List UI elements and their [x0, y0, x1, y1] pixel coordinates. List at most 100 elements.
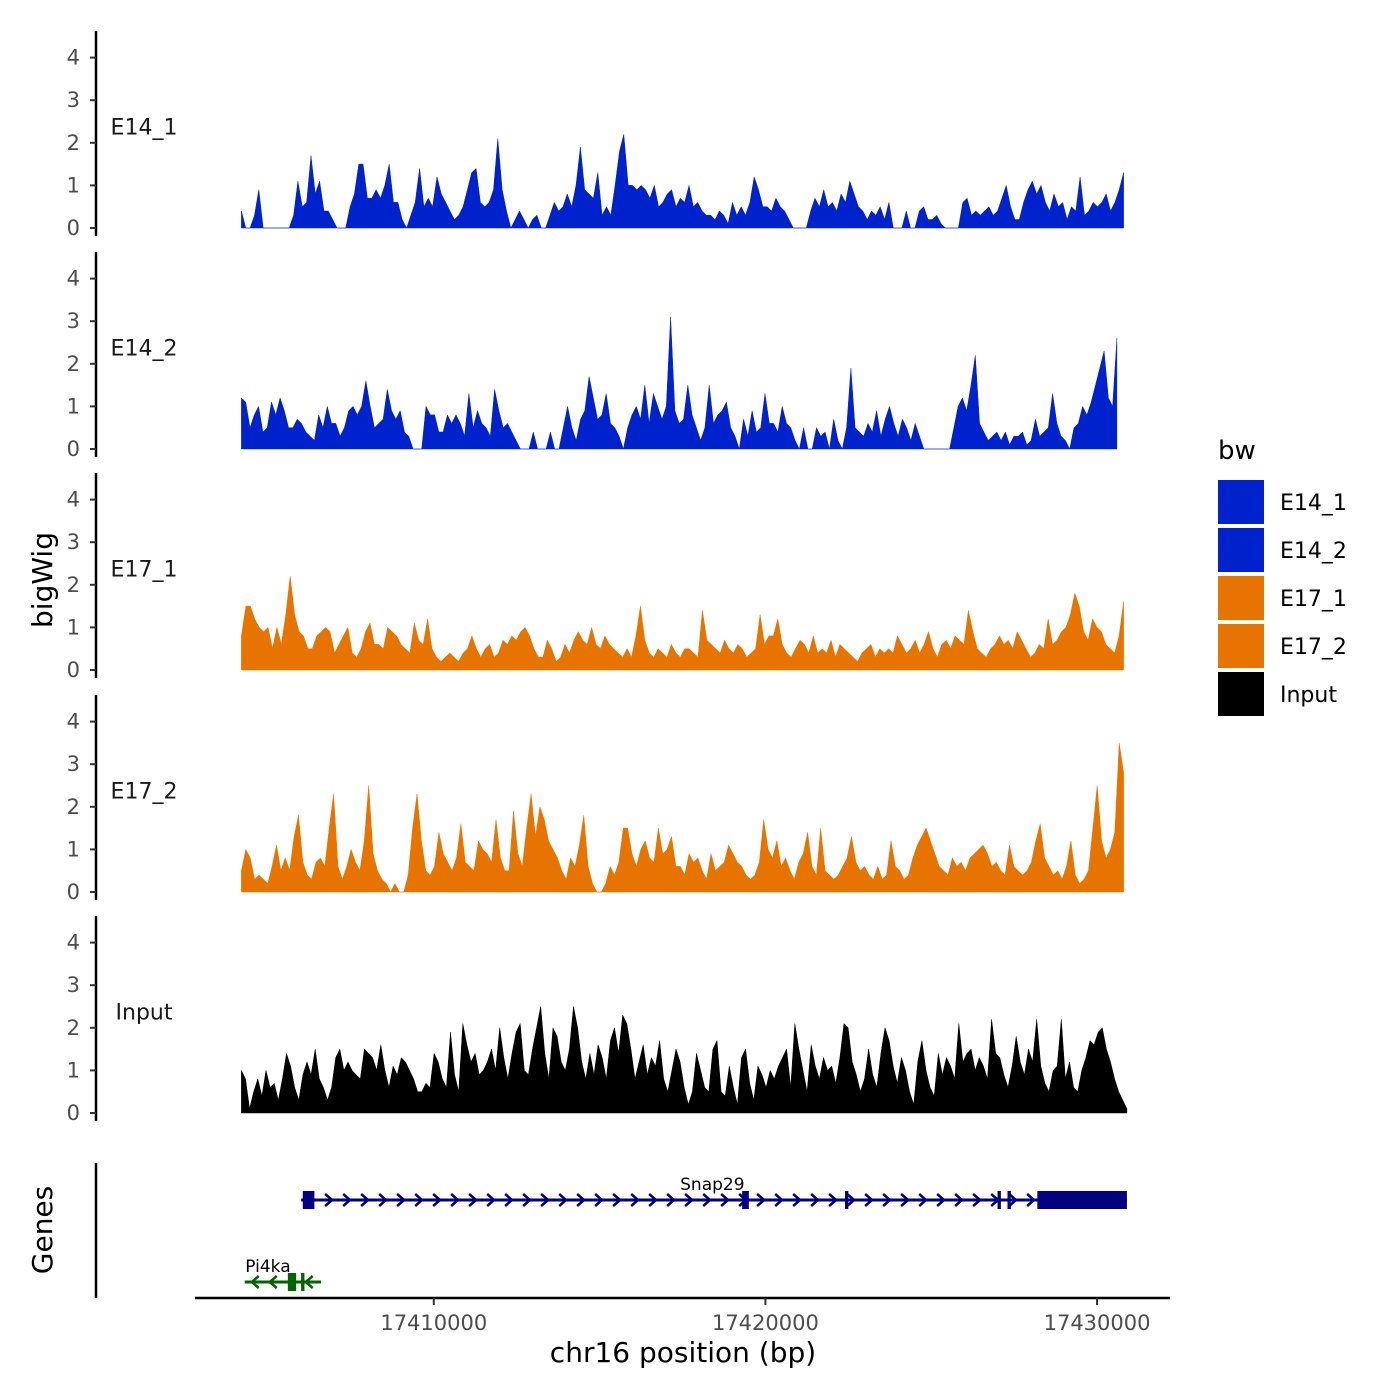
signal-area-Input — [241, 1006, 1128, 1114]
track-label: E14_2 — [111, 336, 178, 361]
legend-title: bw — [1218, 436, 1256, 466]
strand-arrow — [540, 1193, 551, 1207]
legend: bw E14_1 E14_2 E17_1 E17_2 Input — [1218, 436, 1347, 716]
y-tick-label: 3 — [67, 530, 80, 554]
strand-arrow — [954, 1193, 965, 1207]
exon — [997, 1191, 1001, 1209]
legend-label: Input — [1280, 683, 1337, 708]
track-label: E17_2 — [111, 779, 178, 804]
legend-label: E14_1 — [1280, 491, 1347, 516]
strand-arrow — [666, 1193, 677, 1207]
strand-arrow — [576, 1193, 587, 1207]
exon — [301, 1273, 305, 1291]
y-tick-label: 0 — [67, 437, 80, 461]
exon — [302, 1191, 315, 1209]
strand-arrow — [342, 1193, 353, 1207]
legend-label: E14_2 — [1280, 539, 1347, 564]
x-axis-title: chr16 position (bp) — [550, 1336, 816, 1369]
genes-panel-title: Genes — [26, 1186, 59, 1274]
strand-arrow — [684, 1193, 695, 1207]
y-tick-label: 3 — [67, 752, 80, 776]
track-E17_1: 0 1 2 3 4 E17_1 — [67, 473, 1124, 682]
strand-arrow — [360, 1193, 371, 1207]
strand-arrow — [648, 1193, 659, 1207]
strand-arrow — [594, 1193, 605, 1207]
exon — [1037, 1191, 1127, 1209]
strand-arrow — [846, 1193, 857, 1207]
exon — [1007, 1191, 1011, 1209]
y-tick-label: 4 — [67, 710, 80, 734]
legend-swatch — [1218, 528, 1264, 572]
y-tick-label: 1 — [67, 615, 80, 639]
y-tick-label: 0 — [67, 658, 80, 682]
legend-swatch — [1218, 624, 1264, 668]
track-E17_2: 0 1 2 3 4 E17_2 — [67, 695, 1124, 904]
strand-arrow — [486, 1193, 497, 1207]
strand-arrow — [900, 1193, 911, 1207]
y-tick-label: 2 — [67, 131, 80, 155]
track-label: Input — [116, 1000, 173, 1025]
x-axis-ticks: 17410000 17420000 17430000 — [380, 1298, 1150, 1335]
strand-arrow — [972, 1193, 983, 1207]
strand-arrow — [612, 1193, 623, 1207]
track-E14_1: 0 1 2 3 4 E14_1 — [67, 31, 1124, 240]
strand-arrow — [936, 1193, 947, 1207]
y-tick-label: 1 — [67, 394, 80, 418]
y-axis-title: bigWig — [26, 532, 59, 628]
strand-arrow — [810, 1193, 821, 1207]
strand-arrow — [756, 1193, 767, 1207]
legend-swatch — [1218, 672, 1264, 716]
y-tick-label: 0 — [67, 216, 80, 240]
signal-area-E14_2 — [241, 316, 1118, 450]
y-tick-label: 4 — [67, 267, 80, 291]
strand-arrow — [558, 1193, 569, 1207]
legend-label: E17_2 — [1280, 635, 1347, 660]
y-tick-label: 2 — [67, 573, 80, 597]
signal-area-E17_1 — [241, 576, 1124, 671]
x-tick-label: 17420000 — [712, 1311, 819, 1335]
y-tick-label: 0 — [67, 1101, 80, 1125]
strand-arrow — [720, 1193, 731, 1207]
y-tick-label: 3 — [67, 973, 80, 997]
y-tick-label: 1 — [67, 173, 80, 197]
legend-swatch — [1218, 480, 1264, 524]
legend-items: E14_1 E14_2 E17_1 E17_2 Input — [1218, 480, 1347, 716]
strand-arrow — [864, 1193, 875, 1207]
exon — [287, 1273, 297, 1291]
strand-arrow — [792, 1193, 803, 1207]
y-tick-label: 1 — [67, 837, 80, 861]
legend-label: E17_1 — [1280, 587, 1347, 612]
legend-swatch — [1218, 576, 1264, 620]
strand-arrow — [432, 1193, 443, 1207]
y-tick-label: 0 — [67, 880, 80, 904]
track-label: E17_1 — [111, 557, 178, 582]
gene-models: Snap29 Pi4ka — [244, 1175, 1127, 1291]
exon — [845, 1191, 849, 1209]
y-tick-label: 4 — [67, 46, 80, 70]
strand-arrow — [1008, 1193, 1019, 1207]
y-tick-label: 1 — [67, 1058, 80, 1082]
strand-arrow — [303, 1275, 314, 1289]
exon — [742, 1191, 749, 1209]
strand-arrow — [522, 1193, 533, 1207]
strand-arrow — [918, 1193, 929, 1207]
strand-arrow — [504, 1193, 515, 1207]
strand-arrow — [828, 1193, 839, 1207]
strand-arrow — [774, 1193, 785, 1207]
strand-arrow — [249, 1275, 260, 1289]
signal-area-E14_1 — [241, 134, 1124, 229]
strand-arrow — [702, 1193, 713, 1207]
gene-label: Pi4ka — [245, 1257, 290, 1277]
y-tick-label: 2 — [67, 795, 80, 819]
track-Input: 0 1 2 3 4 Input — [67, 916, 1128, 1125]
strand-arrow — [324, 1193, 335, 1207]
strand-arrow — [468, 1193, 479, 1207]
track-E14_2: 0 1 2 3 4 E14_2 — [67, 252, 1118, 461]
strand-arrow — [267, 1275, 278, 1289]
y-tick-label: 4 — [67, 931, 80, 955]
strand-arrow — [630, 1193, 641, 1207]
strand-arrow — [450, 1193, 461, 1207]
track-label: E14_1 — [111, 115, 178, 140]
y-tick-label: 2 — [67, 1016, 80, 1040]
y-tick-label: 3 — [67, 309, 80, 333]
